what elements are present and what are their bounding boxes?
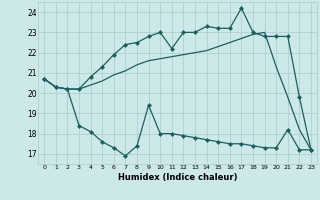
- X-axis label: Humidex (Indice chaleur): Humidex (Indice chaleur): [118, 173, 237, 182]
